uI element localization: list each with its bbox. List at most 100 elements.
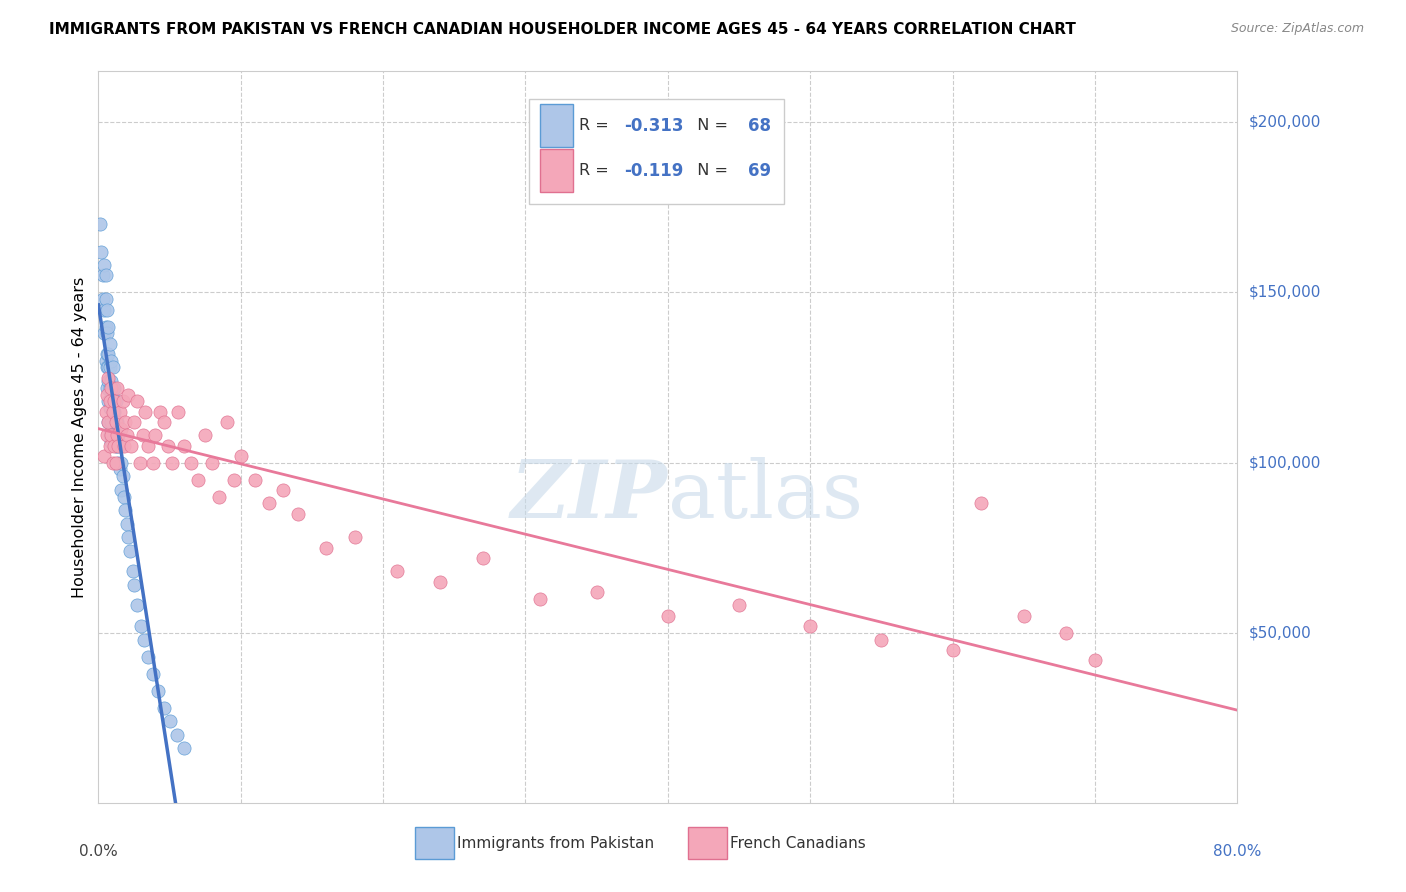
Point <box>98 381 121 395</box>
Point <box>157 439 180 453</box>
Point <box>103 439 125 453</box>
Point <box>134 404 156 418</box>
Point <box>122 578 145 592</box>
Point <box>96 302 118 317</box>
Point <box>222 473 245 487</box>
Point <box>105 415 128 429</box>
Point <box>215 415 238 429</box>
Point <box>104 456 127 470</box>
Text: 80.0%: 80.0% <box>1213 844 1261 859</box>
FancyBboxPatch shape <box>689 827 727 859</box>
Point <box>97 394 120 409</box>
Point <box>108 462 131 476</box>
Point <box>111 469 134 483</box>
Text: R =: R = <box>579 118 614 133</box>
Point <box>110 483 132 497</box>
Point <box>529 591 551 606</box>
Text: Immigrants from Pakistan: Immigrants from Pakistan <box>457 836 654 851</box>
Text: R =: R = <box>579 163 614 178</box>
Point <box>100 353 122 368</box>
Point <box>141 666 163 681</box>
Point <box>208 490 231 504</box>
Point <box>98 360 121 375</box>
Point <box>141 456 163 470</box>
Point <box>128 456 150 470</box>
Point <box>94 404 117 418</box>
Point <box>93 326 115 341</box>
Point <box>429 574 451 589</box>
Point <box>108 404 131 418</box>
Point <box>93 302 115 317</box>
Point <box>101 428 124 442</box>
Point <box>110 456 132 470</box>
Point <box>942 642 965 657</box>
Point <box>96 360 118 375</box>
Point <box>115 516 138 531</box>
Point <box>149 404 172 418</box>
Point <box>94 319 117 334</box>
FancyBboxPatch shape <box>529 99 785 204</box>
Point <box>125 394 148 409</box>
Point <box>97 347 120 361</box>
FancyBboxPatch shape <box>540 149 574 192</box>
Point <box>104 415 127 429</box>
Point <box>100 428 122 442</box>
Point <box>387 565 409 579</box>
Point <box>105 381 128 395</box>
Point <box>117 531 139 545</box>
Point <box>101 404 124 418</box>
Point <box>728 599 751 613</box>
Point <box>273 483 295 497</box>
Point <box>166 728 188 742</box>
Text: $50,000: $50,000 <box>1249 625 1312 640</box>
Point <box>259 496 281 510</box>
Point <box>98 336 121 351</box>
Point <box>112 490 135 504</box>
Point <box>101 456 124 470</box>
Point <box>97 319 120 334</box>
Point <box>114 503 136 517</box>
Point <box>96 347 118 361</box>
Point <box>122 415 145 429</box>
Point <box>101 381 124 395</box>
Y-axis label: Householder Income Ages 45 - 64 years: Householder Income Ages 45 - 64 years <box>72 277 87 598</box>
Point <box>98 428 121 442</box>
Point <box>97 374 120 388</box>
Point <box>108 439 131 453</box>
Point <box>94 293 117 307</box>
Point <box>90 244 112 259</box>
Text: N =: N = <box>688 163 734 178</box>
Text: -0.119: -0.119 <box>624 161 683 179</box>
Point <box>96 387 118 401</box>
Point <box>118 544 141 558</box>
Point <box>89 218 111 232</box>
Point <box>315 541 337 555</box>
Point <box>131 428 153 442</box>
Point <box>153 700 176 714</box>
Point <box>201 456 224 470</box>
Point <box>110 421 132 435</box>
Text: 69: 69 <box>748 161 770 179</box>
Point <box>870 632 893 647</box>
Point <box>114 415 136 429</box>
Point <box>94 353 117 368</box>
Point <box>103 428 125 442</box>
Point <box>107 439 129 453</box>
Point <box>97 370 120 384</box>
Text: -0.313: -0.313 <box>624 117 685 135</box>
Point <box>104 394 127 409</box>
Point <box>657 608 679 623</box>
Point <box>101 360 124 375</box>
Text: French Canadians: French Canadians <box>731 836 866 851</box>
Point <box>107 428 129 442</box>
Point <box>115 428 138 442</box>
Point <box>132 632 155 647</box>
Point <box>101 404 124 418</box>
Text: atlas: atlas <box>668 457 863 534</box>
Point <box>94 268 117 283</box>
Point <box>98 394 121 409</box>
Point <box>97 360 120 375</box>
Point <box>91 293 114 307</box>
Point <box>1012 608 1035 623</box>
Point <box>96 428 118 442</box>
